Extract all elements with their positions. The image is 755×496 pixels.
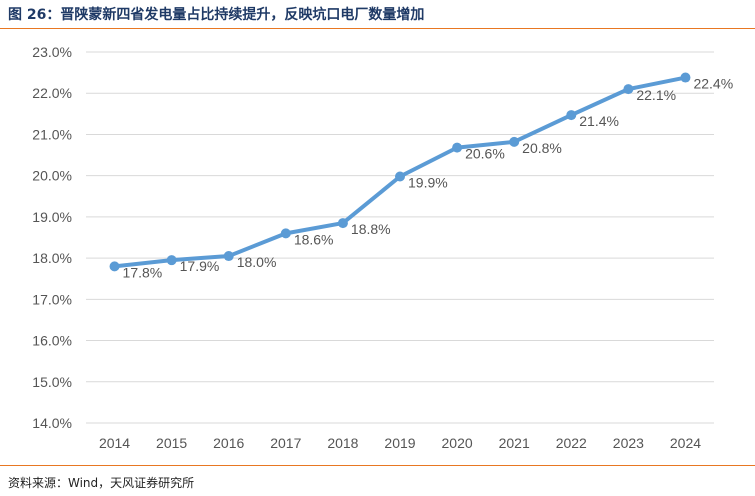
line-chart: 14.0% 15.0% 16.0% 17.0% 18.0% 19.0% 20.0% 21.0%… [32,44,734,451]
x-tick-label: 2024 [670,435,701,451]
data-label: 18.0% [237,254,277,270]
x-tick-label: 2022 [556,435,587,451]
data-point [223,251,234,262]
x-axis-ticks: 2014 2015 2016 2017 2018 2019 2020 2021 2022 2023… [99,435,701,451]
data-label: 17.9% [180,258,220,274]
y-tick-label: 22.0% [32,85,72,101]
x-tick-label: 2020 [442,435,473,451]
y-axis-ticks: 14.0% 15.0% 16.0% 17.0% 18.0% 19.0% 20.0% 21.0%… [32,44,72,431]
gridlines [86,51,714,424]
y-tick-label: 19.0% [32,209,72,225]
y-tick-label: 14.0% [32,415,72,431]
data-label: 19.9% [408,174,448,190]
data-point [566,110,577,121]
data-labels: 17.8% 17.9% 18.0% 18.6% 18.8% 19.9% 20.6% 20.8%… [123,76,734,281]
data-label: 22.1% [636,87,676,103]
data-points [109,72,691,272]
data-point [337,218,348,229]
data-point [623,84,634,95]
x-tick-label: 2023 [613,435,644,451]
figure-title: 图 26：晋陕蒙新四省发电量占比持续提升，反映坑口电厂数量增加 [8,7,425,23]
source-divider [0,465,755,466]
data-point [395,171,405,182]
y-tick-label: 23.0% [32,44,72,60]
x-tick-label: 2019 [384,435,415,451]
data-label: 17.8% [123,264,163,280]
data-label: 22.4% [693,76,733,92]
y-tick-label: 15.0% [32,374,72,390]
data-point [509,136,520,147]
data-point [166,255,177,266]
data-point [680,72,691,83]
data-label: 18.8% [351,221,391,237]
x-tick-label: 2017 [270,435,301,451]
y-tick-label: 18.0% [32,250,72,266]
y-tick-label: 21.0% [32,126,72,142]
x-tick-label: 2015 [156,435,187,451]
data-label: 21.4% [579,113,619,129]
y-tick-label: 17.0% [32,291,72,307]
x-tick-label: 2016 [213,435,244,451]
source-note: 资料来源：Wind，天风证券研究所 [8,476,195,490]
y-tick-label: 20.0% [32,168,72,184]
data-point [452,142,463,153]
title-divider [0,28,755,29]
data-label: 20.8% [522,140,562,156]
data-label: 20.6% [465,146,505,162]
data-label: 18.6% [294,231,334,247]
x-tick-label: 2018 [327,435,358,451]
x-tick-label: 2021 [499,435,530,451]
x-tick-label: 2014 [99,435,130,451]
y-tick-label: 16.0% [32,333,72,349]
data-point [109,261,120,272]
data-point [280,228,291,239]
